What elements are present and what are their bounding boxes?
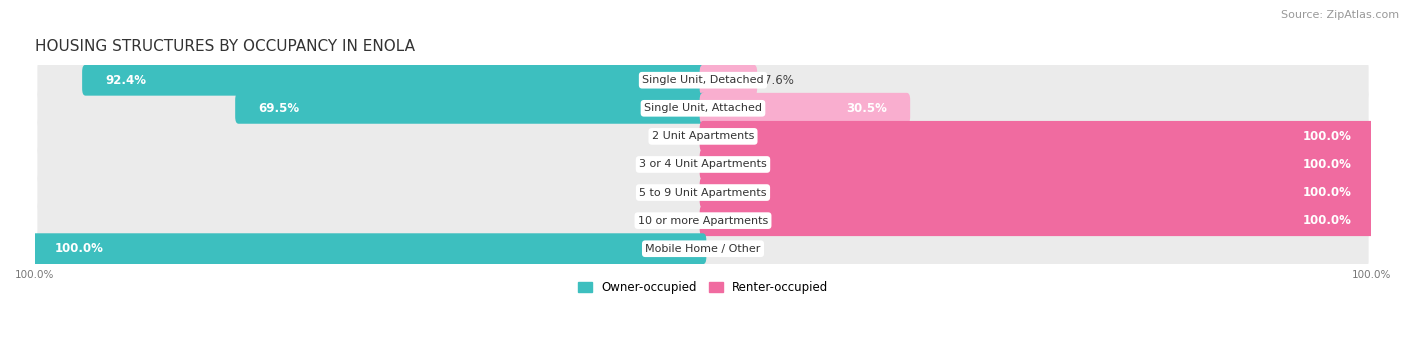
Text: 100.0%: 100.0% [55, 242, 104, 255]
Text: 92.4%: 92.4% [105, 74, 146, 87]
Text: 5 to 9 Unit Apartments: 5 to 9 Unit Apartments [640, 188, 766, 197]
Text: 0.0%: 0.0% [714, 242, 744, 255]
FancyBboxPatch shape [38, 88, 1368, 129]
Text: 0.0%: 0.0% [662, 214, 692, 227]
Text: 10 or more Apartments: 10 or more Apartments [638, 216, 768, 226]
Text: 100.0%: 100.0% [1302, 158, 1351, 171]
FancyBboxPatch shape [700, 149, 1375, 180]
Text: Single Unit, Detached: Single Unit, Detached [643, 75, 763, 85]
Text: 0.0%: 0.0% [662, 158, 692, 171]
FancyBboxPatch shape [38, 144, 1368, 185]
Text: 2 Unit Apartments: 2 Unit Apartments [652, 131, 754, 142]
FancyBboxPatch shape [38, 228, 1368, 269]
FancyBboxPatch shape [38, 116, 1368, 157]
FancyBboxPatch shape [700, 65, 758, 96]
Text: 3 or 4 Unit Apartments: 3 or 4 Unit Apartments [640, 160, 766, 169]
Text: HOUSING STRUCTURES BY OCCUPANCY IN ENOLA: HOUSING STRUCTURES BY OCCUPANCY IN ENOLA [35, 39, 415, 54]
FancyBboxPatch shape [38, 60, 1368, 101]
Text: 0.0%: 0.0% [662, 130, 692, 143]
FancyBboxPatch shape [235, 93, 706, 124]
Text: 100.0%: 100.0% [1302, 186, 1351, 199]
FancyBboxPatch shape [700, 205, 1375, 236]
Text: 0.0%: 0.0% [662, 186, 692, 199]
FancyBboxPatch shape [700, 121, 1375, 152]
FancyBboxPatch shape [700, 177, 1375, 208]
FancyBboxPatch shape [38, 200, 1368, 241]
Text: Single Unit, Attached: Single Unit, Attached [644, 103, 762, 113]
Legend: Owner-occupied, Renter-occupied: Owner-occupied, Renter-occupied [578, 281, 828, 294]
Text: 30.5%: 30.5% [846, 102, 887, 115]
FancyBboxPatch shape [82, 65, 706, 96]
Text: 100.0%: 100.0% [1302, 214, 1351, 227]
Text: 7.6%: 7.6% [765, 74, 794, 87]
Text: Mobile Home / Other: Mobile Home / Other [645, 244, 761, 254]
FancyBboxPatch shape [31, 233, 706, 264]
Text: 100.0%: 100.0% [1302, 130, 1351, 143]
Text: 69.5%: 69.5% [259, 102, 299, 115]
FancyBboxPatch shape [38, 172, 1368, 213]
Text: Source: ZipAtlas.com: Source: ZipAtlas.com [1281, 10, 1399, 20]
FancyBboxPatch shape [700, 93, 910, 124]
